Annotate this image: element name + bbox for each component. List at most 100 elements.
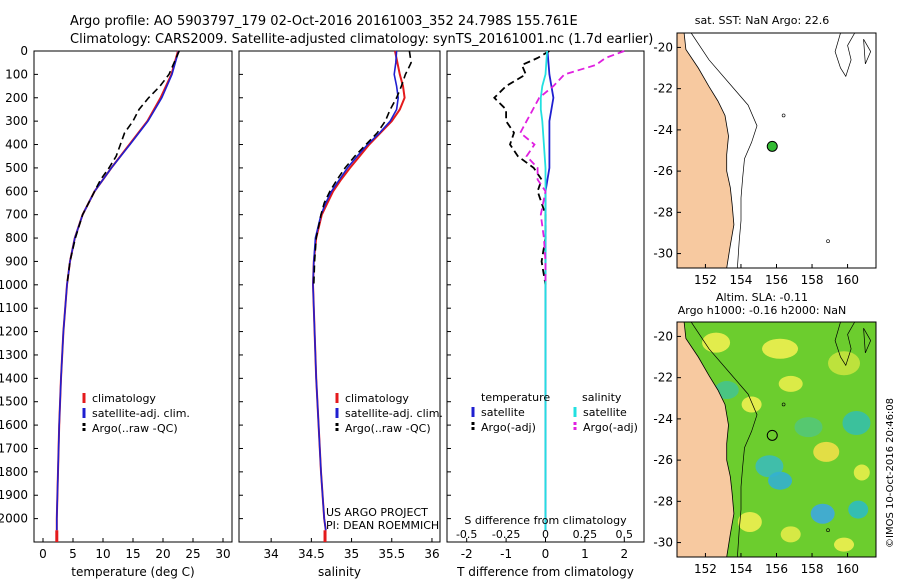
temperature-ytick-label: 300 [5,114,28,128]
temperature-ytick-label: 1800 [0,465,28,479]
g-map2-ytick-label: -26 [653,453,673,467]
land-area [677,322,735,557]
g-map2-xtick-label: 156 [765,562,788,576]
seamount-contour [781,113,786,118]
g-map2-content [677,322,876,557]
sla-anomaly-blob [828,351,861,376]
diff-legend-title-s: salinity [582,391,622,404]
g-map2-ytick-label: -24 [653,412,673,426]
sla-anomaly-blob [810,503,835,524]
g-map1-ytick-label: -22 [653,82,673,96]
g-map1-ytick-label: -20 [653,40,673,54]
temperature-ytick-label: 100 [5,67,28,81]
salinity-xlabel: salinity [318,565,361,579]
sal-legend-label: climatology [345,392,409,405]
temp-legend-label: satellite-adj. clim. [92,407,190,420]
seamount-contour [826,239,830,244]
differences-xtick-label: 0 [542,547,550,561]
temperature-xtick-label: 30 [215,547,230,561]
g-map2-profile-marker [766,429,778,441]
g-map1-ytick-label: -28 [653,205,673,219]
g-map1-ytick-label: -24 [653,123,673,137]
temperature-ytick-label: 1300 [0,348,28,362]
temp-satellite-line [56,50,180,531]
diff-t-legend-label: Argo(-adj) [481,421,536,434]
salinity-xtick-label: 35.5 [378,547,405,561]
g-map1-ytick-label: -30 [653,247,673,261]
seamount-contour [826,528,830,533]
differences-xtick-label: -1 [500,547,512,561]
sla-anomaly-blob [702,332,731,353]
sla-anomaly-blob [848,500,869,519]
salinity-panel: 34 34.5 35 35.5 36 salinity climatology satelli… [238,50,443,579]
g-map1-xtick-label: 152 [694,273,717,287]
temperature-xtick-label: 5 [69,547,77,561]
temperature-ytick-label: 400 [5,138,28,152]
diff-s-tick-label: 0 [542,528,549,541]
reef-contour [834,33,856,78]
g-map2-xtick-label: 158 [801,562,824,576]
sal-legend-label: satellite-adj. clim. [345,407,443,420]
shelf-contour [690,322,758,557]
temperature-ytick-label: 2000 [0,512,28,526]
temperature-ytick-label: 0 [20,44,28,58]
header-line2: Climatology: CARS2009. Satellite-adjuste… [70,32,653,47]
temperature-ytick-label: 600 [5,184,28,198]
g-map1-xtick-label: 154 [730,273,753,287]
sst-map: sat. SST: NaN Argo: 22.6 152 154 156 158 160… [653,14,877,287]
diff-s-tick-label: 0.5 [616,528,634,541]
temperature-ytick-label: 500 [5,161,28,175]
salinity-xtick-label: 36 [424,547,439,561]
sla-anomaly-blob [737,511,762,532]
temperature-ytick-label: 1700 [0,441,28,455]
salinity-xtick-label: 35 [344,547,359,561]
salinity-xtick-label: 34 [264,547,279,561]
diff-s-tick-label: -0.5 [456,528,477,541]
diff-s-argo-line [519,50,625,285]
temperature-ytick-label: 1600 [0,418,28,432]
pi-label: PI: DEAN ROEMMICH [326,519,439,532]
temperature-ytick-label: 1400 [0,371,28,385]
diff-s-xlabel: S difference from climatology [464,514,627,527]
seamount-contour [781,402,786,407]
shelf-contour [690,33,758,268]
diff-s-legend-label: Argo(-adj) [583,421,638,434]
temperature-xtick-label: 15 [125,547,140,561]
temperature-ytick-label: 800 [5,231,28,245]
reef-contour-2 [863,328,872,354]
diff-s-tick-label: 0.25 [573,528,598,541]
temperature-ytick-label: 1000 [0,278,28,292]
sla-anomaly-blob [714,381,739,400]
sla-anomaly-blob [813,441,840,462]
differences-xtick-label: -2 [461,547,473,561]
g-map2-xtick-label: 154 [730,562,753,576]
imos-watermark: ©IMOS 10-Oct-2016 20:46:08 [885,398,896,548]
g-map1-xtick-label: 160 [836,273,859,287]
temperature-xtick-label: 0 [39,547,47,561]
temperature-ytick-label: 1900 [0,488,28,502]
temperature-xtick-label: 10 [95,547,110,561]
sla-anomaly-blob [768,471,793,490]
sal-legend-label: Argo(..raw -QC) [345,422,431,435]
g-map2-ytick-label: -22 [653,371,673,385]
project-label: US ARGO PROJECT [326,506,428,519]
temp-legend-label: Argo(..raw -QC) [92,422,178,435]
sla-anomaly-blob [762,338,799,359]
g-map2-xtick-label: 152 [694,562,717,576]
difference-panel: -2 -1 0 1 2 T difference from climatology -0.5… [446,50,645,579]
sst-map-title: sat. SST: NaN Argo: 22.6 [695,14,829,27]
g-map2-xtick-label: 160 [836,562,859,576]
sla-anomaly-blob [794,417,823,438]
g-map2-ytick-label: -28 [653,494,673,508]
temperature-xtick-label: 20 [155,547,170,561]
temperature-ytick-label: 1500 [0,395,28,409]
header-line1: Argo profile: AO 5903797_179 02-Oct-2016… [70,14,578,29]
diff-legend-title-t: temperature [481,391,550,404]
g-map1-profile-marker [766,140,778,152]
temp-argo-line [66,50,180,285]
temperature-plot-frame [33,50,233,543]
temperature-ytick-label: 900 [5,254,28,268]
diff-t-legend-label: satellite [481,406,525,419]
g-map2-ytick-label: -20 [653,329,673,343]
